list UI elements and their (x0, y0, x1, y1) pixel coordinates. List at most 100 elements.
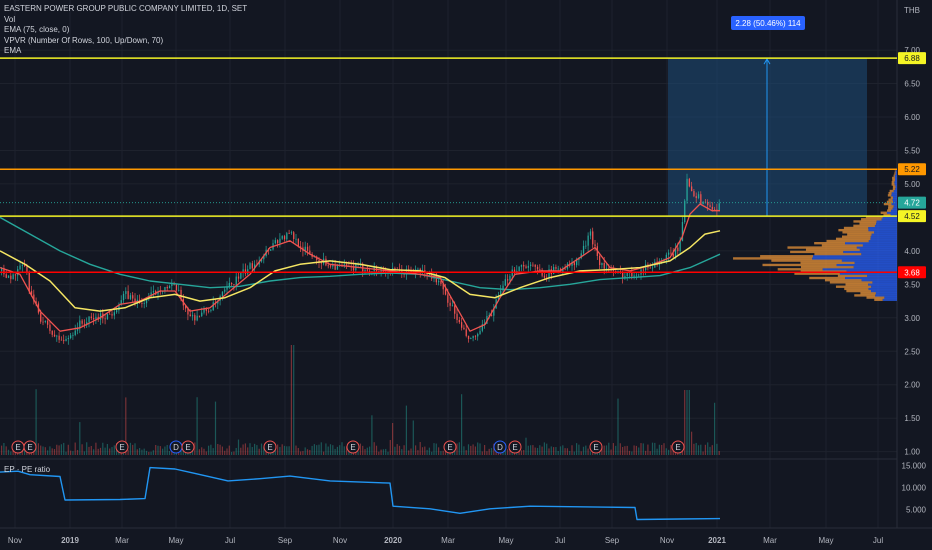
volume-bar (612, 443, 614, 455)
volume-bar (224, 450, 226, 455)
volume-bar (700, 444, 702, 455)
volume-bar (44, 447, 46, 455)
candle-body (677, 247, 679, 252)
candle-body (65, 338, 67, 342)
candle-body (281, 236, 283, 239)
vp-row-up (893, 205, 897, 208)
volume-bar (327, 446, 329, 455)
vp-row-down (865, 215, 883, 219)
candle-body (217, 300, 219, 304)
volume-bar (438, 447, 440, 455)
vpvr-label[interactable]: VPVR (Number Of Rows, 100, Up/Down, 70) (4, 35, 164, 45)
event-marker-label: E (267, 443, 272, 452)
candle-body (26, 266, 28, 272)
candle-body (327, 265, 329, 267)
volume-bar (325, 443, 327, 455)
vp-row-down (883, 202, 892, 206)
volume-bar (573, 451, 575, 455)
candle-body (221, 291, 224, 297)
volume-bar (578, 444, 580, 455)
vp-row-down (843, 226, 869, 230)
candle-body (451, 305, 454, 307)
candle-body (228, 282, 230, 287)
symbol-title[interactable]: EASTERN POWER GROUP PUBLIC COMPANY LIMIT… (4, 4, 248, 13)
price-tag-6.88: 6.88 (904, 54, 920, 63)
candle-body (504, 279, 506, 286)
time-tick-label: Mar (115, 536, 129, 545)
candle-body (449, 302, 451, 306)
vp-row-down (760, 255, 814, 258)
volume-bar (580, 451, 582, 455)
candle-body (104, 318, 106, 320)
horizontal-levels[interactable] (0, 57, 897, 274)
volume-bar (90, 445, 92, 455)
volume-bar (375, 445, 378, 455)
vp-row-down (847, 233, 872, 236)
volume-bar (688, 390, 690, 455)
volume-bar (47, 450, 49, 455)
candle-body (332, 264, 334, 267)
candle-body (631, 271, 633, 277)
candle-body (7, 275, 10, 278)
price-tick-label: 2.50 (904, 347, 920, 356)
volume-bar (366, 447, 368, 455)
volume-bar (35, 389, 37, 455)
vol-label[interactable]: Vol (4, 14, 16, 24)
volume-bar (626, 445, 628, 455)
chart-legend: EASTERN POWER GROUP PUBLIC COMPANY LIMIT… (4, 4, 247, 57)
earnings-marker (263, 440, 277, 454)
volume-bar (196, 397, 198, 455)
vp-row-up (861, 252, 897, 256)
candle-body (212, 302, 214, 311)
candle-body (709, 205, 711, 207)
candle-body (592, 231, 594, 245)
candle-body (141, 303, 143, 304)
price-tick-label: 3.50 (904, 280, 920, 289)
volume-bar (279, 447, 281, 455)
volume-bar (104, 447, 106, 455)
candle-body (352, 265, 355, 271)
volume-profile (733, 170, 897, 301)
time-tick-label: Jul (555, 536, 565, 545)
volume-bar (403, 445, 405, 455)
volume-bar (283, 445, 286, 455)
volume-bar (290, 345, 292, 455)
candle-body (718, 203, 720, 211)
time-tick-label: Mar (763, 536, 777, 545)
candle-body (293, 232, 295, 239)
vp-row-down (891, 183, 895, 186)
volume-bar (212, 448, 214, 455)
price-tags: 6.88 5.22 4.72 4.52 3.68 (898, 52, 926, 279)
pe-ratio-label[interactable]: EP · PE ratio (4, 465, 51, 474)
candle-body (626, 273, 628, 277)
volume-bar (702, 451, 704, 455)
event-marker-label: E (675, 443, 680, 452)
candle-body (651, 267, 654, 269)
ema-secondary-label[interactable]: EMA (4, 46, 22, 55)
volume-bar (539, 445, 541, 455)
vp-row-down (880, 211, 887, 214)
candle-body (502, 285, 504, 291)
vp-row-up (839, 272, 897, 275)
vp-row-up (895, 187, 897, 191)
candle-body (716, 209, 718, 211)
volume-bar (182, 450, 184, 455)
vp-row-down (837, 274, 868, 278)
vp-row-down (821, 244, 863, 247)
measure-label: 2.28 (50.46%) 114 (735, 19, 801, 28)
price-tag-bg (898, 266, 926, 279)
volume-bar (486, 451, 488, 455)
price-tag-bg (898, 196, 926, 209)
ema-primary-label[interactable]: EMA (75, close, 0) (4, 25, 70, 34)
vp-row-down (733, 257, 813, 260)
candle-body (518, 266, 520, 272)
candle-body (543, 275, 546, 278)
candle-body (571, 262, 573, 266)
candle-body (461, 322, 463, 328)
vp-row-up (886, 211, 897, 214)
candle-body (150, 292, 152, 297)
vp-row-down (892, 178, 895, 182)
volume-bar (649, 451, 651, 455)
